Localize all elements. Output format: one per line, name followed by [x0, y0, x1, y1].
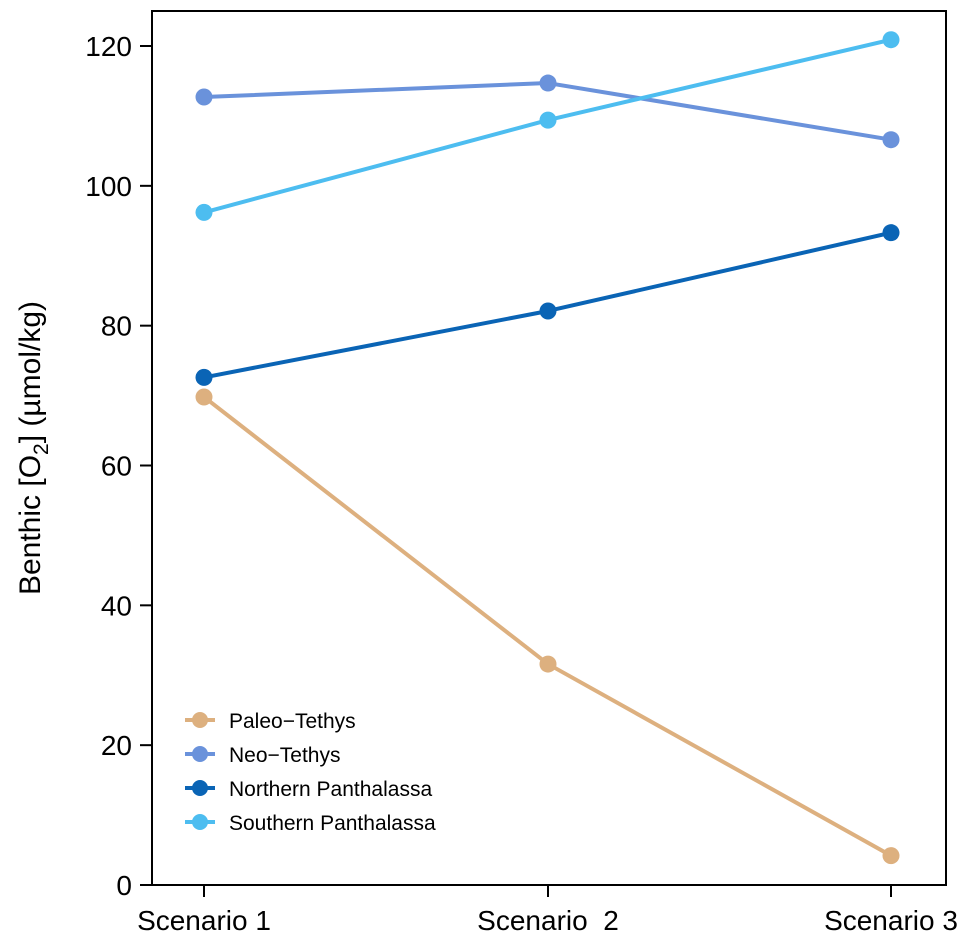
data-point: [882, 224, 900, 242]
legend-item: Northern Panthalassa: [185, 778, 432, 801]
y-tick-label: 20: [101, 730, 132, 761]
y-tick-label: 100: [85, 171, 132, 202]
data-point: [882, 847, 900, 865]
legend-label: Southern Panthalassa: [229, 812, 436, 835]
data-point: [195, 203, 213, 221]
legend-label: Northern Panthalassa: [229, 778, 432, 801]
legend-label: Paleo−Tethys: [229, 710, 356, 733]
x-tick-label: Scenario 3: [824, 905, 958, 936]
y-axis: 0 20 40 60 80 100 120: [85, 31, 153, 901]
x-axis: Scenario 1 Scenario 2 Scenario 3: [137, 885, 958, 936]
series-4: [195, 31, 900, 221]
y-tick-label: 0: [116, 870, 132, 901]
x-tick-label: Scenario 2: [477, 905, 619, 936]
y-axis-title-suffix: ] (µmol/kg): [14, 301, 47, 443]
legend-label: Neo−Tethys: [229, 744, 340, 767]
data-point: [882, 131, 900, 149]
data-point: [539, 74, 557, 92]
legend-item: Southern Panthalassa: [185, 812, 436, 835]
data-point: [195, 388, 213, 406]
legend-marker: [192, 746, 208, 762]
series-3: [195, 224, 900, 386]
series-2: [195, 74, 900, 149]
y-tick-label: 80: [101, 311, 132, 342]
data-point: [195, 368, 213, 386]
data-point: [195, 88, 213, 106]
series-line: [203, 81, 892, 142]
legend-marker: [192, 780, 208, 796]
legend-item: Neo−Tethys: [185, 744, 340, 767]
series-layer: [195, 31, 900, 865]
legend-item: Paleo−Tethys: [185, 710, 356, 733]
y-axis-title: Benthic [O2] (µmol/kg): [14, 301, 53, 595]
data-point: [539, 111, 557, 129]
y-axis-title-subscript: 2: [30, 443, 53, 455]
data-point: [539, 302, 557, 320]
series-1: [195, 388, 900, 865]
data-point: [882, 31, 900, 49]
y-tick-label: 60: [101, 451, 132, 482]
y-tick-label: 120: [85, 31, 132, 62]
y-tick-label: 40: [101, 590, 132, 621]
legend-marker: [192, 814, 208, 830]
x-tick-label: Scenario 1: [137, 905, 271, 936]
y-axis-title-prefix: Benthic [O: [14, 455, 47, 595]
legend: Paleo−Tethys Neo−Tethys Northern Panthalas…: [185, 710, 436, 835]
data-point: [539, 655, 557, 673]
legend-marker: [192, 712, 208, 728]
